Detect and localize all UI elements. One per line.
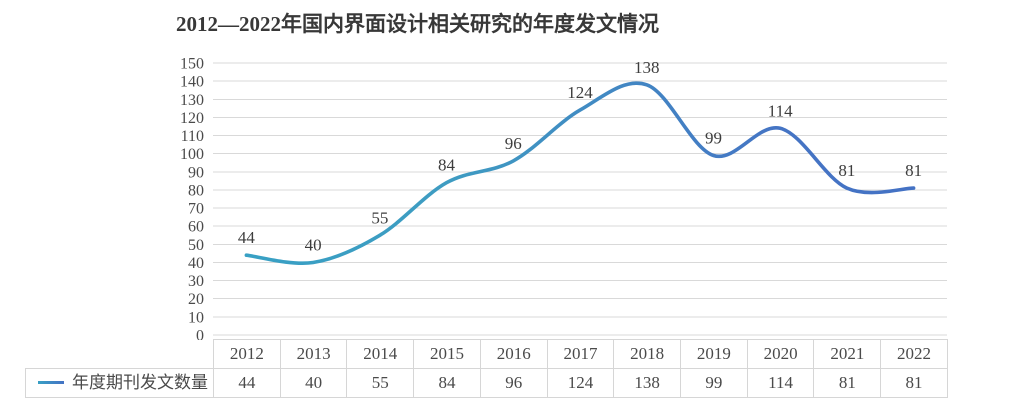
y-axis-tick-label: 20	[188, 291, 204, 308]
data-label: 99	[705, 128, 722, 147]
value-cell: 44	[213, 368, 281, 398]
y-axis-tick-label: 70	[188, 201, 204, 218]
data-label: 81	[838, 161, 855, 180]
chart-title: 2012—2022年国内界面设计相关研究的年度发文情况	[176, 12, 659, 36]
year-header-cell: 2016	[479, 339, 548, 369]
value-cell: 81	[813, 368, 882, 398]
y-axis-tick-label: 50	[188, 237, 204, 254]
value-cell: 55	[346, 368, 415, 398]
y-axis-tick-label: 110	[181, 128, 204, 145]
table-value-row: 年度期刊发文数量 44 40 55 84 96 124 138 99 114 81 81	[25, 368, 948, 398]
y-axis-tick-label: 120	[180, 110, 204, 127]
legend-line-icon	[38, 380, 64, 384]
y-axis-tick-label: 80	[188, 182, 204, 199]
year-header-cell: 2018	[613, 339, 682, 369]
y-axis-tick-label: 30	[188, 273, 204, 290]
legend-label: 年度期刊发文数量	[72, 373, 208, 392]
data-label: 138	[634, 58, 660, 77]
y-axis-tick-label: 10	[188, 309, 204, 326]
value-cell: 114	[746, 368, 815, 398]
value-cell: 40	[279, 368, 348, 398]
value-cell: 124	[546, 368, 615, 398]
data-label: 84	[438, 156, 456, 175]
y-axis-tick-label: 40	[188, 255, 204, 272]
data-label: 96	[505, 134, 522, 153]
data-label: 81	[905, 161, 922, 180]
y-axis-tick-label: 100	[180, 146, 204, 163]
year-header-cell: 2014	[346, 339, 415, 369]
y-axis-tick-label: 150	[180, 56, 204, 73]
value-cell: 81	[880, 368, 948, 398]
year-header-cell: 2015	[413, 339, 481, 369]
value-cell: 96	[479, 368, 548, 398]
y-axis-tick-label: 140	[180, 74, 204, 91]
value-cell: 138	[613, 368, 682, 398]
value-cell: 99	[680, 368, 748, 398]
y-axis-tick-label: 60	[188, 219, 204, 236]
year-header-cell: 2017	[546, 339, 615, 369]
series-line	[244, 81, 916, 265]
value-cell: 84	[413, 368, 481, 398]
legend-cell: 年度期刊发文数量	[25, 368, 214, 398]
year-header-cell: 2020	[746, 339, 815, 369]
data-label: 124	[567, 83, 593, 102]
chart-data-table: 2012 2013 2014 2015 2016 2017 2018 2019 2020 2021…	[25, 339, 948, 398]
year-header-cell: 2019	[680, 339, 748, 369]
table-header-row: 2012 2013 2014 2015 2016 2017 2018 2019 2020 2021…	[26, 339, 948, 369]
table-corner-spacer	[26, 340, 214, 369]
y-axis-tick-label: 90	[188, 164, 204, 181]
year-header-cell: 2021	[813, 339, 882, 369]
year-header-cell: 2013	[279, 339, 348, 369]
data-label: 44	[238, 228, 256, 247]
data-label: 40	[305, 235, 322, 254]
year-header-cell: 2012	[213, 339, 281, 369]
y-axis-tick-label: 130	[180, 92, 204, 109]
data-label: 55	[371, 208, 388, 227]
y-axis-tick-label: 0	[196, 328, 204, 341]
data-label: 114	[768, 101, 793, 120]
year-header-cell: 2022	[880, 339, 948, 369]
table-body: 2012 2013 2014 2015 2016 2017 2018 2019 2020 2021…	[25, 339, 948, 398]
